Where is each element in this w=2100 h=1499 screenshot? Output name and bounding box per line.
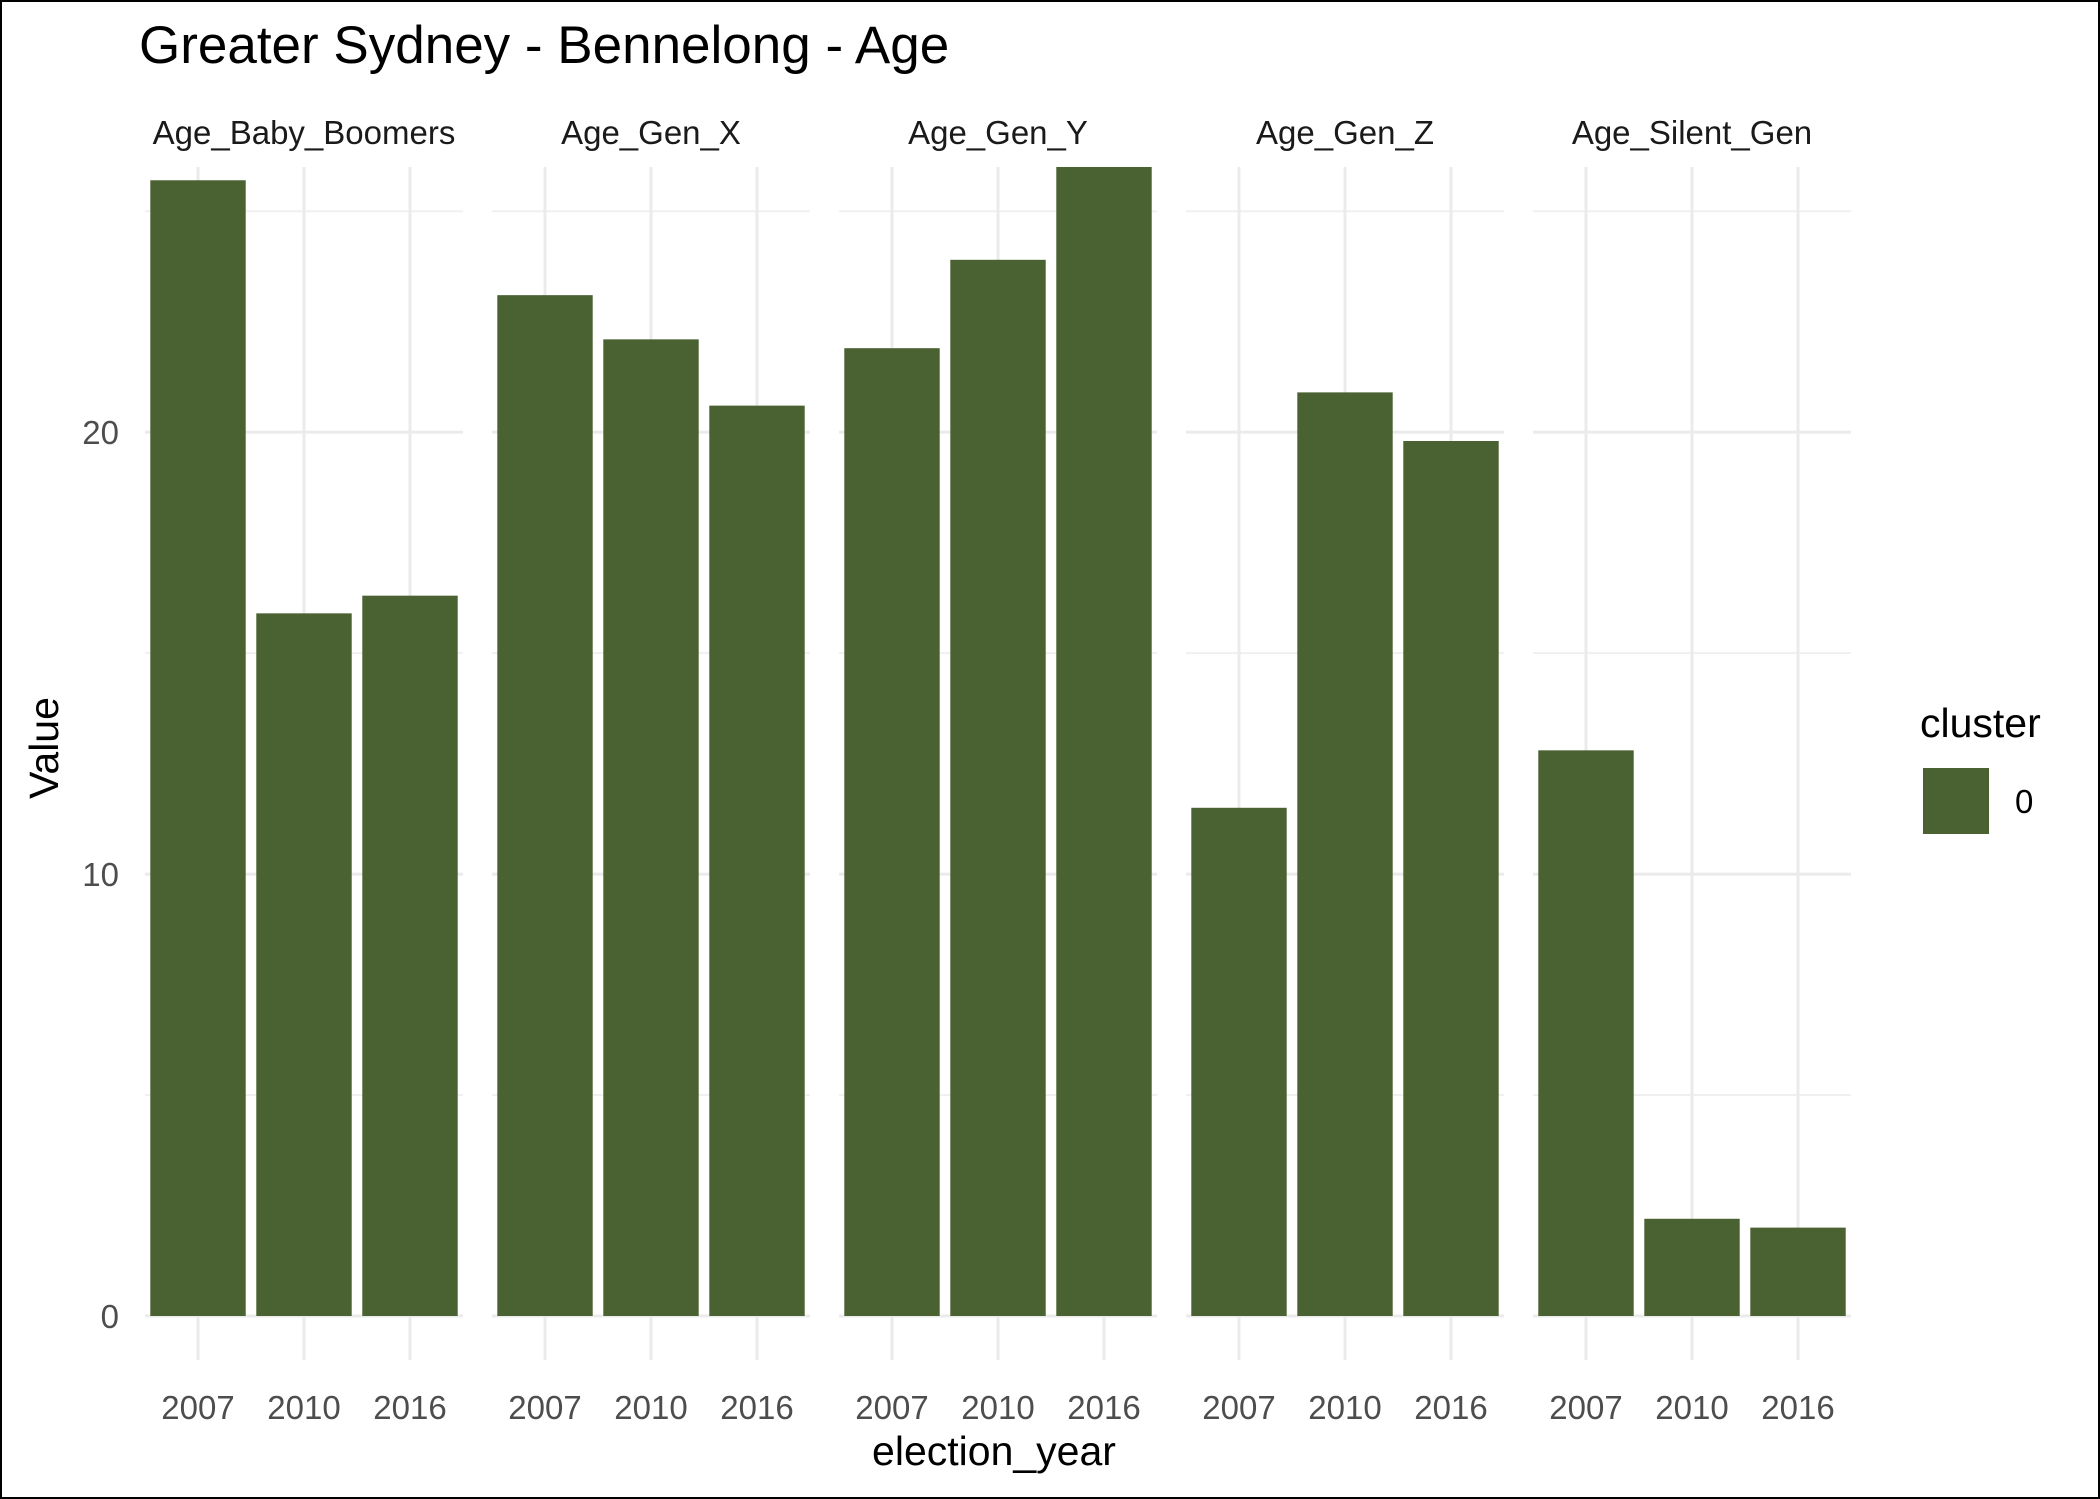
bar-Age_Gen_Z-2010: [1297, 392, 1393, 1317]
y-axis-ticks: 0 10 20: [82, 414, 119, 1335]
x-tick-label: 2010: [961, 1389, 1034, 1426]
x-tick-label: 2010: [1655, 1389, 1728, 1426]
x-tick-label: 2007: [855, 1389, 928, 1426]
bar-Age_Gen_Y-2010: [950, 259, 1046, 1316]
bar-Age_Gen_Z-2016: [1403, 440, 1499, 1316]
facet-panel-Age_Gen_Z: Age_Gen_Z 2007 2010 2016: [1186, 114, 1504, 1426]
x-axis-title: election_year: [872, 1428, 1116, 1474]
legend-label-0: 0: [2015, 783, 2033, 820]
bar-Age_Silent_Gen-2007: [1538, 750, 1634, 1316]
bar-Age_Silent_Gen-2016: [1750, 1227, 1846, 1316]
y-tick-label: 0: [101, 1298, 119, 1335]
chart-title: Greater Sydney - Bennelong - Age: [139, 16, 949, 75]
x-tick-label: 2010: [267, 1389, 340, 1426]
bar-Age_Baby_Boomers-2007: [150, 180, 246, 1316]
x-tick-label: 2007: [1202, 1389, 1275, 1426]
facet-strip-label: Age_Baby_Boomers: [153, 114, 456, 151]
x-tick-label: 2016: [720, 1389, 793, 1426]
y-tick-label: 20: [82, 414, 119, 451]
bar-Age_Gen_X-2010: [603, 339, 699, 1317]
x-tick-label: 2016: [1761, 1389, 1834, 1426]
facet-strip-label: Age_Silent_Gen: [1572, 114, 1812, 151]
x-tick-label: 2007: [161, 1389, 234, 1426]
bar-Age_Gen_X-2016: [709, 405, 805, 1317]
x-tick-label: 2010: [614, 1389, 687, 1426]
facet-panels: Age_Baby_Boomers 2007 2010 2016 Age_Gen_X 200…: [145, 114, 1851, 1426]
bar-Age_Baby_Boomers-2016: [362, 595, 458, 1316]
facet-strip-label: Age_Gen_X: [561, 114, 741, 151]
facet-panel-Age_Gen_Y: Age_Gen_Y 2007 2010 2016: [839, 114, 1157, 1426]
facet-panel-Age_Silent_Gen: Age_Silent_Gen 2007 2010 2016: [1533, 114, 1851, 1426]
bar-Age_Gen_Y-2007: [844, 348, 940, 1316]
facet-strip-label: Age_Gen_Y: [908, 114, 1088, 151]
bar-Age_Silent_Gen-2010: [1644, 1218, 1740, 1316]
bar-Age_Gen_Z-2007: [1191, 807, 1287, 1316]
legend: cluster 0: [1920, 700, 2041, 834]
x-tick-label: 2016: [1414, 1389, 1487, 1426]
x-tick-label: 2016: [373, 1389, 446, 1426]
bar-Age_Baby_Boomers-2010: [256, 613, 352, 1316]
facet-strip-label: Age_Gen_Z: [1256, 114, 1434, 151]
facet-panel-Age_Gen_X: Age_Gen_X 2007 2010 2016: [492, 114, 810, 1426]
y-axis-title: Value: [21, 697, 67, 799]
x-tick-label: 2007: [1549, 1389, 1622, 1426]
bar-Age_Gen_Y-2016: [1056, 167, 1152, 1316]
legend-title: cluster: [1920, 700, 2041, 746]
legend-key-0: [1923, 768, 1989, 834]
bar-Age_Gen_X-2007: [497, 295, 593, 1316]
x-tick-label: 2016: [1067, 1389, 1140, 1426]
facet-panel-Age_Baby_Boomers: Age_Baby_Boomers 2007 2010 2016: [145, 114, 463, 1426]
y-tick-label: 10: [82, 856, 119, 893]
x-tick-label: 2010: [1308, 1389, 1381, 1426]
x-tick-label: 2007: [508, 1389, 581, 1426]
